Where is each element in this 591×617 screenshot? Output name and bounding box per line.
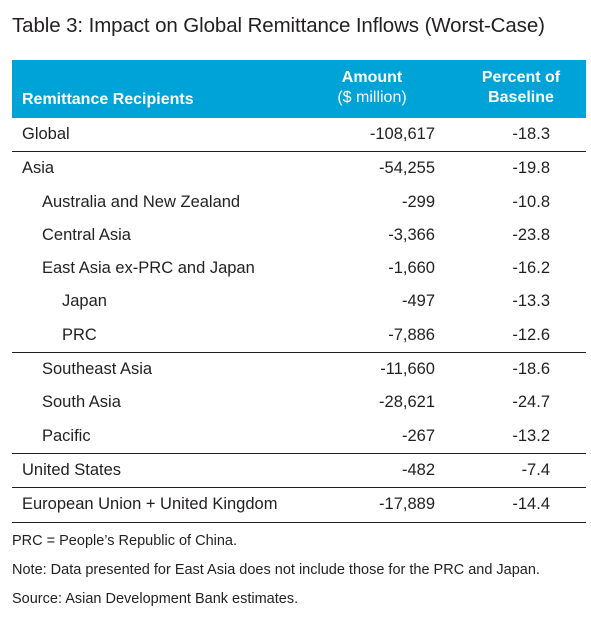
table-row-south-asia: South Asia -28,621 -24.7 [12,386,586,419]
remittance-table: Remittance Recipients Amount ($ million)… [12,60,586,523]
row-amount: -7,886 [388,325,435,344]
table-notes: PRC = People’s Republic of China. Note: … [12,527,540,614]
header-percent: Percent of Baseline [466,68,576,108]
row-amount: -3,366 [388,225,435,244]
header-amount-unit: ($ million) [337,89,407,106]
table-row-central-asia: Central Asia -3,366 -23.8 [12,219,586,252]
table-header: Remittance Recipients Amount ($ million)… [12,60,586,118]
row-amount: -299 [401,192,435,211]
row-percent: -10.8 [512,192,550,211]
row-amount: -1,660 [388,259,435,278]
row-percent: -18.3 [512,125,550,143]
row-label: Southeast Asia [42,360,153,379]
row-percent: -12.6 [512,325,550,344]
row-amount: -28,621 [379,393,435,412]
row-amount: -108,617 [369,125,435,143]
header-recipients: Remittance Recipients [22,91,194,108]
header-percent-line2: Baseline [488,89,554,106]
row-percent: -24.7 [512,393,550,412]
header-amount: Amount ($ million) [317,68,427,108]
table-row-global: Global -108,617 -18.3 [12,118,586,151]
row-label: European Union + United Kingdom [22,495,278,514]
table-title: Table 3: Impact on Global Remittance Inf… [12,14,545,38]
row-label: United States [22,460,122,479]
table-row-east-asia: East Asia ex-PRC and Japan -1,660 -16.2 [12,252,586,285]
row-amount: -267 [401,426,435,445]
row-percent: -16.2 [512,259,550,278]
source-note: Source: Asian Development Bank estimates… [12,591,299,607]
row-label: Pacific [42,426,91,445]
row-amount: -497 [401,292,435,311]
row-label: Australia and New Zealand [42,192,241,211]
row-amount: -17,889 [379,495,435,514]
row-label: PRC [62,325,97,344]
row-percent: -7.4 [521,460,550,479]
row-amount: -482 [401,460,435,479]
row-amount: -11,660 [380,360,435,379]
row-percent: -13.2 [512,426,550,445]
row-label: East Asia ex-PRC and Japan [42,259,255,278]
row-label: Global [22,125,70,143]
row-percent: -13.3 [512,292,550,311]
header-amount-label: Amount [341,69,403,86]
row-percent: -14.4 [512,495,550,514]
table-title-sub: (Worst-Case) [424,14,545,37]
row-percent: -19.8 [512,159,550,178]
table-row-united-states: United States -482 -7.4 [12,452,586,487]
table-title-main: Table 3: Impact on Global Remittance Inf… [12,14,419,37]
table-row-japan: Japan -497 -13.3 [12,285,586,318]
table-row-prc: PRC -7,886 -12.6 [12,319,586,352]
row-label: Japan [62,292,107,311]
abbreviation-note: PRC = People’s Republic of China. [12,533,238,549]
table-row-australia-nz: Australia and New Zealand -299 -10.8 [12,186,586,219]
table-row-southeast-asia: Southeast Asia -11,660 -18.6 [12,352,586,386]
row-label: South Asia [42,393,121,412]
data-note: Note: Data presented for East Asia does … [12,562,540,578]
header-percent-line1: Percent of [481,69,561,86]
row-amount: -54,255 [379,159,435,178]
table-row-asia: Asia -54,255 -19.8 [12,151,586,185]
table-row-eu-uk: European Union + United Kingdom -17,889 … [12,487,586,523]
row-percent: -18.6 [512,360,550,379]
row-label: Asia [22,159,55,178]
row-label: Central Asia [42,225,131,244]
table-row-pacific: Pacific -267 -13.2 [12,420,586,453]
row-percent: -23.8 [512,225,550,244]
